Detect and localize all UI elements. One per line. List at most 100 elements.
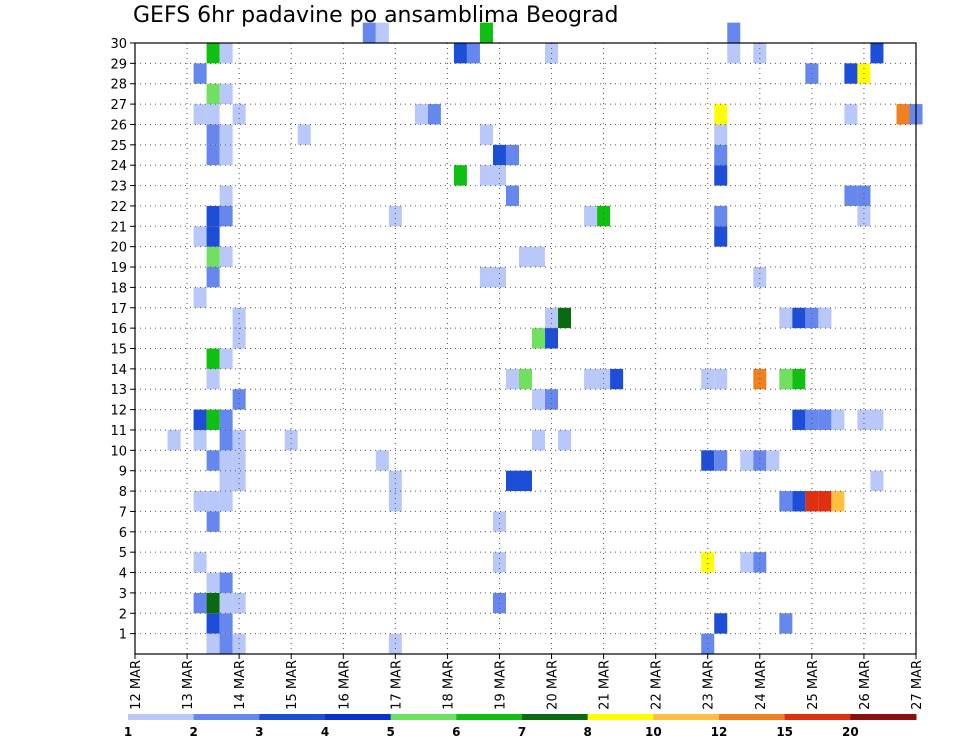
colorbar-segment bbox=[193, 714, 260, 720]
y-tick-label: 23 bbox=[110, 180, 127, 195]
x-tick-label: 23 MAR bbox=[702, 660, 717, 710]
heatmap-cell bbox=[232, 470, 246, 492]
heatmap-cell bbox=[362, 22, 376, 43]
x-tick-label: 22 MAR bbox=[650, 660, 665, 710]
x-tick-label: 14 MAR bbox=[233, 660, 248, 710]
heatmap-cell bbox=[219, 185, 233, 206]
colorbar-tick-label: 6 bbox=[452, 725, 460, 739]
heatmap-cell bbox=[206, 267, 220, 288]
heatmap-cell bbox=[167, 429, 181, 451]
heatmap-cell bbox=[232, 389, 246, 410]
x-tick-label: 21 MAR bbox=[598, 660, 613, 710]
grid bbox=[135, 43, 916, 654]
heatmap-cell bbox=[857, 185, 871, 206]
y-tick-label: 30 bbox=[110, 37, 127, 52]
heatmap-cell bbox=[193, 552, 207, 573]
heatmap-cell bbox=[753, 450, 767, 471]
x-tick-label: 18 MAR bbox=[441, 660, 456, 710]
heatmap-cell bbox=[219, 572, 233, 593]
y-tick-label: 20 bbox=[110, 241, 127, 256]
heatmap-cell bbox=[375, 22, 389, 43]
y-tick-label: 26 bbox=[110, 118, 127, 133]
colorbar-segment bbox=[259, 714, 326, 720]
heatmap-cell bbox=[193, 287, 207, 308]
heatmap-cell bbox=[792, 409, 806, 430]
y-tick-label: 1 bbox=[119, 628, 127, 643]
y-tick-label: 17 bbox=[110, 302, 127, 317]
heatmap-cell bbox=[219, 592, 233, 614]
heatmap-cell bbox=[610, 368, 624, 390]
heatmap-cell bbox=[505, 144, 519, 166]
heatmap-cell bbox=[414, 104, 428, 125]
heatmap-cell bbox=[193, 226, 207, 247]
heatmap-cell bbox=[297, 124, 311, 145]
heatmap-cell bbox=[206, 104, 220, 125]
heatmap-cell bbox=[701, 450, 715, 471]
x-tick-label: 17 MAR bbox=[389, 660, 404, 710]
colorbar-tick-label: 5 bbox=[386, 725, 394, 739]
heatmap-cell bbox=[779, 613, 793, 634]
heatmap-cell bbox=[792, 307, 806, 329]
y-tick-label: 21 bbox=[110, 220, 127, 235]
heatmap-cell bbox=[505, 185, 519, 206]
x-tick-label: 25 MAR bbox=[806, 660, 821, 710]
x-tick-label: 24 MAR bbox=[754, 660, 769, 710]
heatmap-cell bbox=[375, 450, 389, 471]
heatmap-cell bbox=[532, 328, 546, 349]
colorbar-tick-label: 20 bbox=[842, 725, 859, 739]
heatmap-cell bbox=[896, 104, 910, 125]
heatmap-cell bbox=[844, 63, 858, 84]
x-tick-label: 15 MAR bbox=[285, 660, 300, 710]
y-tick-label: 3 bbox=[119, 587, 127, 602]
heatmap-cell bbox=[219, 470, 233, 492]
heatmap-cell bbox=[857, 409, 871, 430]
colorbar-segment bbox=[390, 714, 457, 720]
y-tick-label: 15 bbox=[110, 343, 127, 358]
y-tick-label: 28 bbox=[110, 78, 127, 93]
colorbar-tick-label: 8 bbox=[583, 725, 591, 739]
heatmap-cell bbox=[505, 470, 519, 492]
y-tick-label: 25 bbox=[110, 139, 127, 154]
heatmap-cell bbox=[518, 470, 533, 492]
colorbar-tick-label: 4 bbox=[321, 725, 329, 739]
heatmap-cell bbox=[193, 63, 207, 84]
heatmap-cell bbox=[492, 511, 506, 532]
heatmap-cell bbox=[206, 511, 220, 532]
heatmap-cell bbox=[479, 124, 493, 145]
heatmap-cell bbox=[844, 185, 858, 206]
heatmap-cell bbox=[232, 307, 246, 329]
heatmap-cell bbox=[518, 246, 533, 268]
y-tick-label: 6 bbox=[119, 526, 127, 541]
heatmap-cell bbox=[466, 43, 480, 64]
y-tick-label: 16 bbox=[110, 322, 127, 337]
heatmap-cell bbox=[844, 104, 858, 125]
heatmap-cell bbox=[232, 104, 246, 125]
heatmap-cell bbox=[532, 429, 546, 451]
heatmap-cell bbox=[831, 491, 845, 512]
heatmap-cell bbox=[206, 226, 220, 247]
heatmap-cell bbox=[584, 205, 598, 227]
y-tick-label: 11 bbox=[110, 424, 127, 439]
heatmap-cell bbox=[714, 450, 728, 471]
heatmap-cell bbox=[714, 226, 728, 247]
colorbar-tick-label: 1 bbox=[124, 725, 132, 739]
heatmap-cell bbox=[805, 491, 819, 512]
heatmap-cell bbox=[779, 307, 793, 329]
heatmap-cell bbox=[545, 307, 559, 329]
heatmap-cells bbox=[167, 22, 923, 654]
colorbar-segment bbox=[587, 714, 654, 720]
y-tick-label: 29 bbox=[110, 57, 127, 72]
heatmap-cell bbox=[492, 552, 506, 573]
heatmap-cell bbox=[219, 43, 233, 64]
heatmap-cell bbox=[206, 633, 220, 654]
heatmap-cell bbox=[206, 43, 220, 64]
y-tick-label: 9 bbox=[119, 465, 127, 480]
y-tick-label: 22 bbox=[110, 200, 127, 215]
heatmap-cell bbox=[193, 491, 207, 512]
heatmap-cell bbox=[532, 389, 546, 410]
heatmap-cell bbox=[558, 429, 572, 451]
heatmap-cell bbox=[870, 409, 884, 430]
x-axis: 12 MAR 13 MAR 14 MAR 15 MAR 16 MAR 17 MAR 18 M… bbox=[129, 654, 925, 710]
colorbar-segment bbox=[456, 714, 523, 720]
